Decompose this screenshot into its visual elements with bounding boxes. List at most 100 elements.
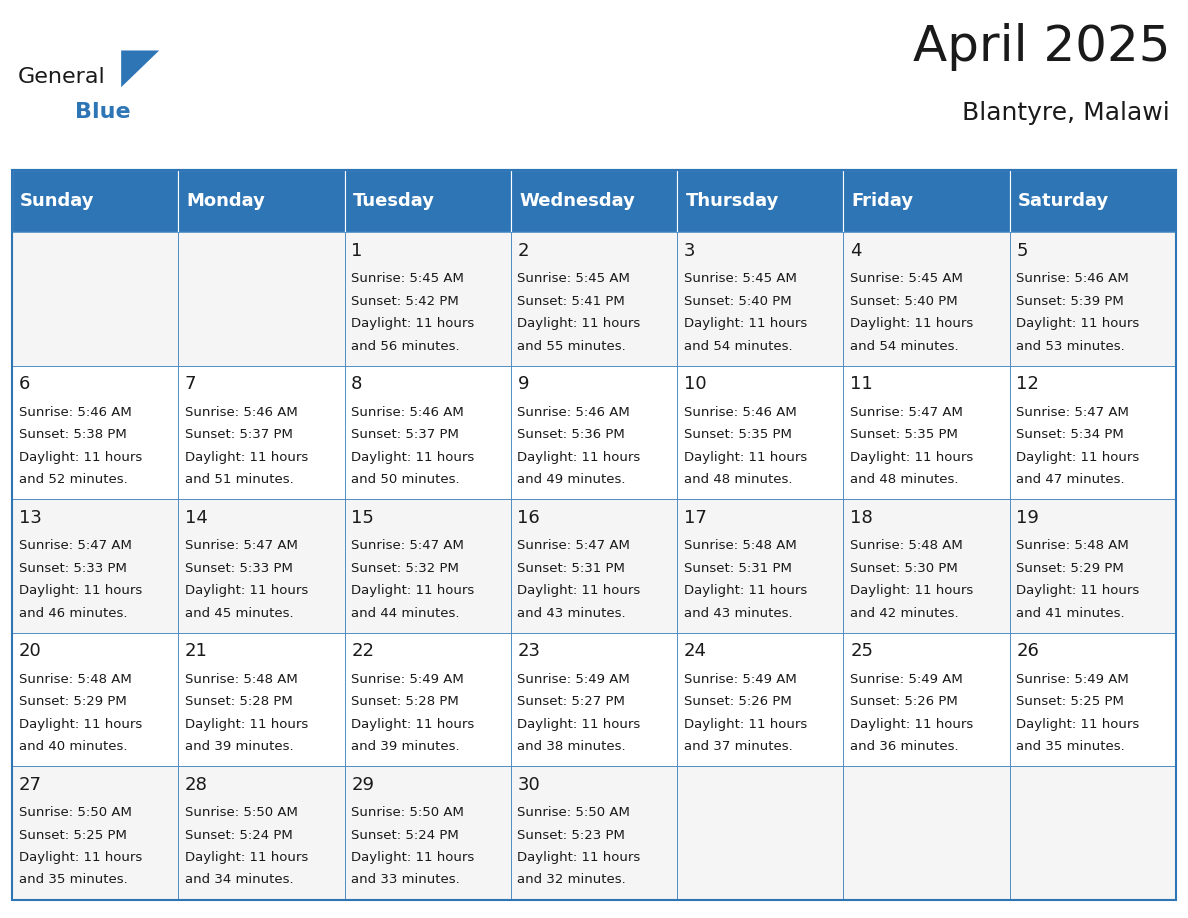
Bar bbox=[843, 232, 1010, 365]
Bar bbox=[12, 170, 1176, 900]
Text: 29: 29 bbox=[352, 776, 374, 793]
Text: 22: 22 bbox=[352, 642, 374, 660]
Bar bbox=[12, 232, 178, 365]
Text: and 51 minutes.: and 51 minutes. bbox=[185, 473, 293, 486]
Text: Sunrise: 5:45 AM: Sunrise: 5:45 AM bbox=[352, 273, 465, 285]
Text: Sunrise: 5:45 AM: Sunrise: 5:45 AM bbox=[684, 273, 797, 285]
Text: Sunset: 5:28 PM: Sunset: 5:28 PM bbox=[185, 695, 292, 708]
Text: Sunrise: 5:48 AM: Sunrise: 5:48 AM bbox=[684, 539, 797, 553]
Text: and 33 minutes.: and 33 minutes. bbox=[352, 874, 460, 887]
Text: Daylight: 11 hours: Daylight: 11 hours bbox=[19, 584, 141, 597]
Text: Sunset: 5:25 PM: Sunset: 5:25 PM bbox=[1017, 695, 1124, 708]
Text: Sunset: 5:34 PM: Sunset: 5:34 PM bbox=[1017, 428, 1124, 442]
Text: 28: 28 bbox=[185, 776, 208, 793]
Text: 12: 12 bbox=[1017, 375, 1040, 393]
Bar bbox=[677, 365, 843, 499]
Text: Thursday: Thursday bbox=[685, 192, 779, 210]
Text: 30: 30 bbox=[518, 776, 541, 793]
Text: Daylight: 11 hours: Daylight: 11 hours bbox=[352, 718, 474, 731]
Text: Sunrise: 5:50 AM: Sunrise: 5:50 AM bbox=[352, 806, 465, 819]
Text: Sunday: Sunday bbox=[20, 192, 95, 210]
Bar bbox=[1010, 365, 1176, 499]
Text: Sunset: 5:29 PM: Sunset: 5:29 PM bbox=[19, 695, 126, 708]
Text: Sunset: 5:37 PM: Sunset: 5:37 PM bbox=[185, 428, 292, 442]
Text: Sunset: 5:27 PM: Sunset: 5:27 PM bbox=[518, 695, 625, 708]
Text: General: General bbox=[18, 67, 106, 87]
Text: Blantyre, Malawi: Blantyre, Malawi bbox=[962, 101, 1170, 125]
Text: Daylight: 11 hours: Daylight: 11 hours bbox=[684, 451, 807, 464]
Bar bbox=[677, 170, 843, 232]
Bar bbox=[178, 767, 345, 900]
Bar bbox=[345, 232, 511, 365]
Text: Daylight: 11 hours: Daylight: 11 hours bbox=[851, 584, 973, 597]
Text: Sunset: 5:24 PM: Sunset: 5:24 PM bbox=[185, 829, 292, 842]
Text: Sunrise: 5:47 AM: Sunrise: 5:47 AM bbox=[1017, 406, 1130, 419]
Text: Daylight: 11 hours: Daylight: 11 hours bbox=[851, 451, 973, 464]
Text: Sunset: 5:37 PM: Sunset: 5:37 PM bbox=[352, 428, 459, 442]
Text: Sunrise: 5:47 AM: Sunrise: 5:47 AM bbox=[518, 539, 631, 553]
Text: Sunset: 5:25 PM: Sunset: 5:25 PM bbox=[19, 829, 126, 842]
Bar bbox=[12, 633, 178, 767]
Text: Daylight: 11 hours: Daylight: 11 hours bbox=[352, 584, 474, 597]
Text: Daylight: 11 hours: Daylight: 11 hours bbox=[684, 718, 807, 731]
Text: Sunrise: 5:50 AM: Sunrise: 5:50 AM bbox=[185, 806, 298, 819]
Text: and 54 minutes.: and 54 minutes. bbox=[684, 340, 792, 353]
Text: Daylight: 11 hours: Daylight: 11 hours bbox=[352, 851, 474, 864]
Text: and 41 minutes.: and 41 minutes. bbox=[1017, 607, 1125, 620]
Text: and 46 minutes.: and 46 minutes. bbox=[19, 607, 127, 620]
Text: and 56 minutes.: and 56 minutes. bbox=[352, 340, 460, 353]
Polygon shape bbox=[121, 50, 159, 87]
Text: Sunset: 5:38 PM: Sunset: 5:38 PM bbox=[19, 428, 126, 442]
Text: Sunrise: 5:46 AM: Sunrise: 5:46 AM bbox=[19, 406, 132, 419]
Text: Daylight: 11 hours: Daylight: 11 hours bbox=[185, 718, 308, 731]
Text: Daylight: 11 hours: Daylight: 11 hours bbox=[518, 317, 640, 330]
Text: Sunrise: 5:46 AM: Sunrise: 5:46 AM bbox=[352, 406, 465, 419]
Text: Sunrise: 5:47 AM: Sunrise: 5:47 AM bbox=[851, 406, 963, 419]
Text: and 45 minutes.: and 45 minutes. bbox=[185, 607, 293, 620]
Text: Sunset: 5:23 PM: Sunset: 5:23 PM bbox=[518, 829, 625, 842]
Text: and 35 minutes.: and 35 minutes. bbox=[1017, 740, 1125, 753]
Text: 4: 4 bbox=[851, 241, 861, 260]
Text: 24: 24 bbox=[684, 642, 707, 660]
Text: Sunrise: 5:46 AM: Sunrise: 5:46 AM bbox=[518, 406, 631, 419]
Text: Monday: Monday bbox=[187, 192, 265, 210]
Text: Sunset: 5:35 PM: Sunset: 5:35 PM bbox=[684, 428, 791, 442]
Text: Sunrise: 5:49 AM: Sunrise: 5:49 AM bbox=[1017, 673, 1130, 686]
Text: Blue: Blue bbox=[75, 102, 131, 122]
Text: Sunset: 5:33 PM: Sunset: 5:33 PM bbox=[19, 562, 126, 575]
Bar bbox=[1010, 232, 1176, 365]
Bar bbox=[178, 232, 345, 365]
Text: 19: 19 bbox=[1017, 509, 1040, 527]
Text: Sunset: 5:39 PM: Sunset: 5:39 PM bbox=[1017, 295, 1124, 308]
Text: 5: 5 bbox=[1017, 241, 1028, 260]
Bar bbox=[345, 499, 511, 633]
Text: Sunset: 5:24 PM: Sunset: 5:24 PM bbox=[352, 829, 459, 842]
Text: and 34 minutes.: and 34 minutes. bbox=[185, 874, 293, 887]
Text: 18: 18 bbox=[851, 509, 873, 527]
Text: Sunrise: 5:48 AM: Sunrise: 5:48 AM bbox=[1017, 539, 1130, 553]
Bar bbox=[843, 365, 1010, 499]
Text: and 44 minutes.: and 44 minutes. bbox=[352, 607, 460, 620]
Text: Sunrise: 5:49 AM: Sunrise: 5:49 AM bbox=[851, 673, 963, 686]
Text: Daylight: 11 hours: Daylight: 11 hours bbox=[185, 584, 308, 597]
Text: Sunset: 5:26 PM: Sunset: 5:26 PM bbox=[851, 695, 958, 708]
Text: 16: 16 bbox=[518, 509, 541, 527]
Text: Daylight: 11 hours: Daylight: 11 hours bbox=[518, 584, 640, 597]
Text: Sunset: 5:35 PM: Sunset: 5:35 PM bbox=[851, 428, 958, 442]
Text: and 39 minutes.: and 39 minutes. bbox=[352, 740, 460, 753]
Text: Daylight: 11 hours: Daylight: 11 hours bbox=[1017, 451, 1139, 464]
Text: 15: 15 bbox=[352, 509, 374, 527]
Bar bbox=[843, 170, 1010, 232]
Text: Wednesday: Wednesday bbox=[519, 192, 636, 210]
Text: Sunset: 5:31 PM: Sunset: 5:31 PM bbox=[684, 562, 791, 575]
Bar bbox=[843, 633, 1010, 767]
Bar bbox=[677, 633, 843, 767]
Bar bbox=[677, 232, 843, 365]
Bar bbox=[843, 767, 1010, 900]
Text: and 48 minutes.: and 48 minutes. bbox=[684, 473, 792, 486]
Bar bbox=[12, 499, 178, 633]
Text: Daylight: 11 hours: Daylight: 11 hours bbox=[684, 584, 807, 597]
Text: Sunrise: 5:45 AM: Sunrise: 5:45 AM bbox=[518, 273, 631, 285]
Text: Sunrise: 5:50 AM: Sunrise: 5:50 AM bbox=[518, 806, 631, 819]
Text: Daylight: 11 hours: Daylight: 11 hours bbox=[19, 851, 141, 864]
